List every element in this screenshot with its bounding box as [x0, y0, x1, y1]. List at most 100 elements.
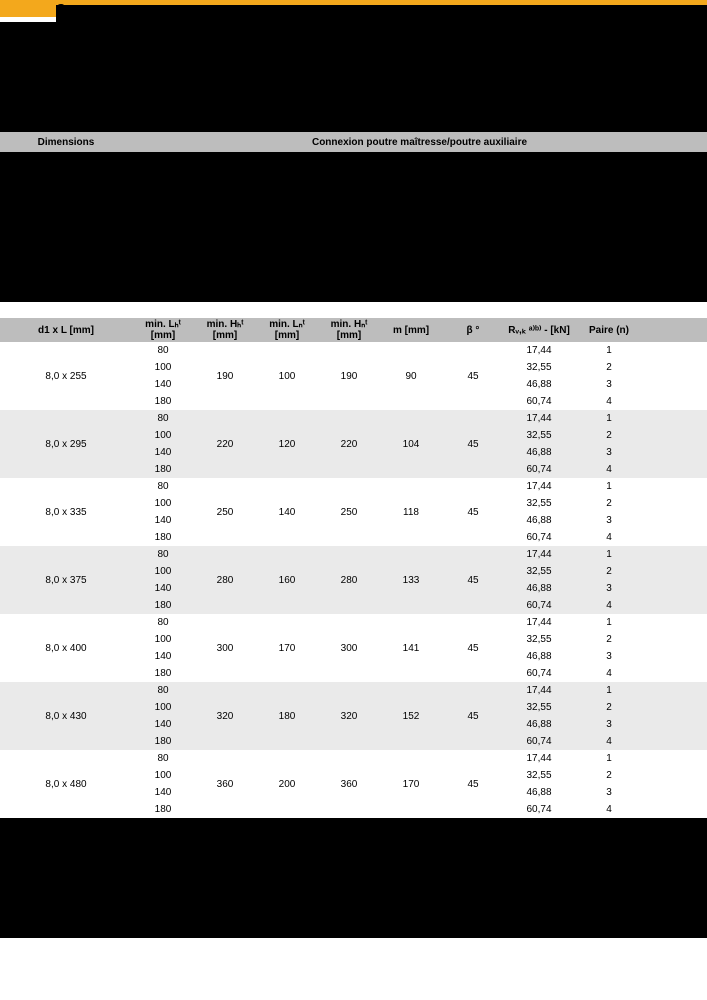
span-header-row: Dimensions Connexion poutre maîtresse/po…: [0, 132, 707, 152]
cell-lpt: 180: [132, 532, 194, 543]
cell-lpt: 100: [132, 430, 194, 441]
table-row: 180: [132, 529, 194, 546]
cell-rvk: 60,74: [504, 668, 574, 679]
table-row: 17,441: [504, 750, 644, 767]
cell-dim: 8,0 x 430: [0, 682, 132, 750]
table-row: 60,744: [504, 597, 644, 614]
cell-lpt: 80: [132, 413, 194, 424]
cell-rvk: 17,44: [504, 753, 574, 764]
table-row: 60,744: [504, 665, 644, 682]
page: C Dimensions Connexion poutre maîtresse/…: [0, 0, 707, 938]
cell-paire: 2: [574, 770, 644, 781]
table-row: 80: [132, 410, 194, 427]
cell-rvk: 46,88: [504, 515, 574, 526]
subcol-lpt: 80100140180: [132, 410, 194, 478]
table-row: 140: [132, 376, 194, 393]
span-dimensions: Dimensions: [0, 137, 132, 148]
cell-hpt: 300: [194, 614, 256, 682]
table-row: 17,441: [504, 478, 644, 495]
cell-hpt: 360: [194, 750, 256, 818]
cell-paire: 1: [574, 413, 644, 424]
table-row: 46,883: [504, 716, 644, 733]
table-row: 180: [132, 733, 194, 750]
subcol-right: 17,44132,55246,88360,744: [504, 342, 644, 410]
subcol-lpt: 80100140180: [132, 614, 194, 682]
table-group: 8,0 x 295801001401802201202201044517,441…: [0, 410, 707, 478]
table-row: 80: [132, 682, 194, 699]
table-row: 60,744: [504, 733, 644, 750]
cell-rvk: 60,74: [504, 736, 574, 747]
table-row: 32,552: [504, 495, 644, 512]
cell-lpt: 100: [132, 498, 194, 509]
cell-m: 133: [380, 546, 442, 614]
cell-hnt: 190: [318, 342, 380, 410]
table-row: 46,883: [504, 784, 644, 801]
table-row: 100: [132, 495, 194, 512]
cell-rvk: 17,44: [504, 345, 574, 356]
subcol-right: 17,44132,55246,88360,744: [504, 546, 644, 614]
table-row: 60,744: [504, 801, 644, 818]
cell-lpt: 140: [132, 719, 194, 730]
subcol-right: 17,44132,55246,88360,744: [504, 410, 644, 478]
table-group: 8,0 x 335801001401802501402501184517,441…: [0, 478, 707, 546]
cell-rvk: 46,88: [504, 447, 574, 458]
cell-rvk: 60,74: [504, 532, 574, 543]
table-row: 100: [132, 631, 194, 648]
cell-rvk: 60,74: [504, 396, 574, 407]
cell-paire: 4: [574, 396, 644, 407]
cell-lpt: 180: [132, 464, 194, 475]
cell-lpt: 80: [132, 481, 194, 492]
table-row: 180: [132, 801, 194, 818]
table-row: 17,441: [504, 682, 644, 699]
table-row: 46,883: [504, 580, 644, 597]
cell-beta: 45: [442, 614, 504, 682]
cell-dim: 8,0 x 295: [0, 410, 132, 478]
cell-lpt: 100: [132, 634, 194, 645]
tab-mark: C: [56, 1, 65, 16]
cell-paire: 3: [574, 447, 644, 458]
cell-paire: 1: [574, 481, 644, 492]
table-row: 100: [132, 427, 194, 444]
subcol-lpt: 80100140180: [132, 342, 194, 410]
col-m: m [mm]: [380, 325, 442, 336]
cell-rvk: 46,88: [504, 583, 574, 594]
subcol-lpt: 80100140180: [132, 546, 194, 614]
cell-lpt: 140: [132, 379, 194, 390]
table-row: 80: [132, 750, 194, 767]
cell-paire: 4: [574, 736, 644, 747]
table-row: 140: [132, 784, 194, 801]
cell-lpt: 180: [132, 600, 194, 611]
cell-beta: 45: [442, 478, 504, 546]
table-row: 100: [132, 563, 194, 580]
table-row: 32,552: [504, 699, 644, 716]
span-connection: Connexion poutre maîtresse/poutre auxili…: [132, 137, 707, 148]
cell-hnt: 280: [318, 546, 380, 614]
cell-lpt: 140: [132, 583, 194, 594]
cell-paire: 1: [574, 753, 644, 764]
table-row: 32,552: [504, 563, 644, 580]
col-hpt: min. Hₕᵗ [mm]: [194, 319, 256, 341]
cell-rvk: 32,55: [504, 498, 574, 509]
cell-lpt: 140: [132, 515, 194, 526]
table-row: 140: [132, 580, 194, 597]
table-group: 8,0 x 480801001401803602003601704517,441…: [0, 750, 707, 818]
cell-hnt: 250: [318, 478, 380, 546]
cell-lnt: 120: [256, 410, 318, 478]
cell-lpt: 180: [132, 668, 194, 679]
cell-lnt: 160: [256, 546, 318, 614]
cell-beta: 45: [442, 410, 504, 478]
table-row: 46,883: [504, 648, 644, 665]
cell-lpt: 140: [132, 651, 194, 662]
table-row: 180: [132, 393, 194, 410]
table-row: 180: [132, 461, 194, 478]
table-group: 8,0 x 400801001401803001703001414517,441…: [0, 614, 707, 682]
cell-paire: 3: [574, 719, 644, 730]
cell-lpt: 100: [132, 566, 194, 577]
table-group: 8,0 x 25580100140180190100190904517,4413…: [0, 342, 707, 410]
cell-m: 170: [380, 750, 442, 818]
table-row: 60,744: [504, 461, 644, 478]
table-row: 46,883: [504, 376, 644, 393]
cell-lpt: 180: [132, 804, 194, 815]
subcol-right: 17,44132,55246,88360,744: [504, 750, 644, 818]
subcol-lpt: 80100140180: [132, 750, 194, 818]
